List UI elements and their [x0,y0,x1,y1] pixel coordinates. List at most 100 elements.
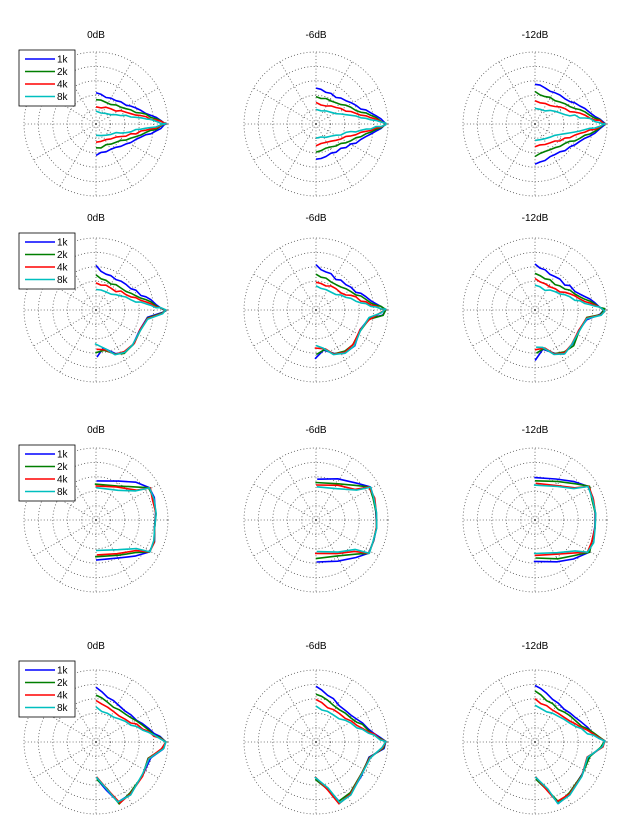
grid-ring [52,476,140,564]
series-curve-1k [95,686,167,803]
grid-ring [491,266,579,354]
grid-ring [491,476,579,564]
grid-ring [491,80,579,168]
series-curve-8k [534,107,606,142]
grid-spoke [33,741,97,779]
grid-spoke [498,519,536,583]
grid-spoke [33,483,97,521]
grid-ring [81,109,111,139]
grid-spoke [534,741,598,779]
grid-spoke [59,61,97,125]
grid-spoke [534,87,598,125]
grid-spoke [279,61,317,125]
grid-spoke [279,123,317,187]
grid-ring [52,80,140,168]
legend-label: 8k [57,703,69,714]
legend-label: 8k [57,487,69,498]
series-curve-4k [534,482,597,557]
legend-label: 4k [57,475,69,486]
grid-ring [243,447,389,593]
polar-panel: -6dB [243,425,389,593]
legend-label: 1k [57,666,69,677]
grid-spoke [59,519,97,583]
grid-ring [520,295,550,325]
legend-label: 1k [57,450,69,461]
series-curve-1k [95,264,167,358]
grid-ring [23,669,169,815]
series-curve-4k [314,281,387,355]
grid-spoke [315,705,379,743]
grid-spoke [253,87,317,125]
grid-spoke [59,457,97,521]
grid-spoke [315,483,379,521]
legend-label: 1k [57,55,69,66]
grid-spoke [59,123,97,187]
series-curve-4k [95,485,157,556]
grid-ring [272,476,360,564]
grid-spoke [472,273,536,311]
grid-ring [23,237,169,383]
series-curve-8k [534,284,606,356]
grid-spoke [498,247,536,311]
series-curve-2k [94,483,157,558]
grid-ring [272,698,360,786]
grid-spoke [498,741,536,805]
grid-spoke [59,741,97,805]
grid-spoke [33,273,97,311]
grid-spoke [253,705,317,743]
polar-panel: -12dB [462,213,608,383]
grid-ring [52,698,140,786]
panel-title: 0dB [87,641,105,652]
grid-spoke [315,61,353,125]
panel-title: -6dB [305,641,326,652]
grid-spoke [315,123,353,187]
grid-spoke [498,61,536,125]
grid-spoke [279,679,317,743]
grid-spoke [33,519,97,557]
grid-ring [243,669,389,815]
grid-spoke [534,519,572,583]
legend-label: 8k [57,275,69,286]
grid-spoke [253,741,317,779]
series-curve-2k [534,272,606,355]
panel-title: -12dB [522,641,549,652]
panel-title: -6dB [305,30,326,41]
polar-panel: -12dB [462,641,608,815]
grid-spoke [95,123,159,161]
grid-spoke [315,519,379,557]
grid-ring [520,727,550,757]
grid-spoke [315,309,379,347]
grid-spoke [95,61,133,125]
grid-spoke [472,519,536,557]
legend-label: 1k [57,238,69,249]
grid-spoke [33,705,97,743]
grid-spoke [279,519,317,583]
grid-spoke [534,309,572,373]
series-curve-4k [95,106,167,143]
panel-title: 0dB [87,213,105,224]
grid-ring [462,51,608,197]
grid-ring [520,109,550,139]
grid-spoke [95,309,159,347]
grid-spoke [498,123,536,187]
legend-label: 8k [57,92,69,103]
grid-spoke [534,483,598,521]
grid-spoke [472,483,536,521]
series-curve-8k [95,486,157,553]
grid-spoke [498,457,536,521]
grid-ring [257,251,374,368]
grid-spoke [315,519,353,583]
panel-title: 0dB [87,30,105,41]
grid-ring [23,447,169,593]
grid-spoke [315,309,353,373]
grid-spoke [498,679,536,743]
series-curve-4k [314,484,378,555]
grid-spoke [253,273,317,311]
legend-label: 4k [57,691,69,702]
grid-ring [243,51,389,197]
